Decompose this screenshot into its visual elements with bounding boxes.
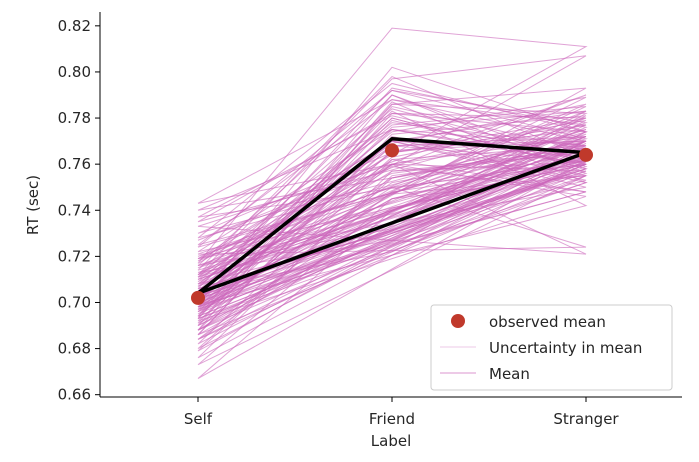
legend-label-uncertainty: Uncertainty in mean bbox=[489, 339, 642, 357]
legend-marker-observed-mean bbox=[451, 314, 465, 328]
y-tick-label: 0.76 bbox=[58, 155, 91, 173]
mean-line bbox=[196, 137, 588, 295]
uncertainty-sample-line bbox=[197, 115, 587, 218]
uncertainty-sample-line bbox=[197, 115, 587, 336]
uncertainty-sample-line bbox=[197, 163, 587, 322]
y-tick-label: 0.82 bbox=[58, 17, 91, 35]
legend-label-mean: Mean bbox=[489, 365, 530, 383]
uncertainty-sample-line bbox=[197, 87, 587, 303]
y-tick-label: 0.66 bbox=[58, 386, 91, 404]
uncertainty-sample-line bbox=[197, 94, 587, 241]
y-tick-label: 0.70 bbox=[58, 293, 91, 311]
mean-line-layer bbox=[196, 137, 588, 295]
uncertainty-sample-line bbox=[197, 112, 588, 324]
legend-label-observed-mean: observed mean bbox=[489, 313, 606, 331]
legend: observed mean Uncertainty in mean Mean bbox=[430, 304, 673, 391]
axes bbox=[99, 12, 682, 398]
y-tick-label: 0.80 bbox=[58, 63, 91, 81]
y-tick-label: 0.78 bbox=[58, 109, 91, 127]
y-tick-label: 0.68 bbox=[58, 340, 91, 358]
observed-mean-point-friend bbox=[385, 143, 399, 158]
y-tick-label: 0.74 bbox=[58, 201, 91, 219]
uncertainty-sample-line bbox=[197, 140, 587, 352]
uncertainty-sample-line bbox=[197, 152, 587, 267]
uncertainty-sample-line bbox=[197, 82, 588, 239]
x-tick-label-stranger: Stranger bbox=[553, 410, 619, 428]
x-tick-label-self: Self bbox=[184, 410, 213, 428]
y-ticks: 0.66 0.68 0.70 0.72 0.74 0.76 0.78 0.80 0.82 bbox=[58, 17, 100, 404]
uncertainty-sample-line bbox=[197, 133, 587, 299]
observed-mean-markers bbox=[191, 143, 593, 305]
uncertainty-sample-line bbox=[197, 117, 588, 292]
uncertainty-sample-line bbox=[197, 163, 587, 255]
y-tick-label: 0.72 bbox=[58, 247, 91, 265]
observed-mean-point-self bbox=[191, 290, 205, 305]
uncertainty-sample-line bbox=[197, 154, 587, 280]
uncertainty-sample-line bbox=[197, 145, 587, 345]
y-axis-title: RT (sec) bbox=[24, 175, 42, 235]
uncertainty-sample-line bbox=[197, 112, 587, 223]
x-axis-title: Label bbox=[371, 432, 411, 450]
uncertainty-sample-line bbox=[197, 165, 587, 297]
x-ticks: Self Friend Stranger bbox=[184, 397, 619, 428]
x-tick-label-friend: Friend bbox=[369, 410, 415, 428]
uncertainty-sample-line bbox=[197, 110, 587, 313]
uncertainty-sample-line bbox=[197, 124, 587, 301]
uncertainty-sample-line bbox=[197, 75, 588, 271]
legend-frame bbox=[430, 304, 673, 391]
uncertainty-sample-line bbox=[197, 96, 587, 287]
observed-mean-point-stranger bbox=[579, 147, 593, 162]
uncertainty-sample-line bbox=[197, 101, 588, 320]
uncertainty-sample-line bbox=[197, 55, 587, 276]
